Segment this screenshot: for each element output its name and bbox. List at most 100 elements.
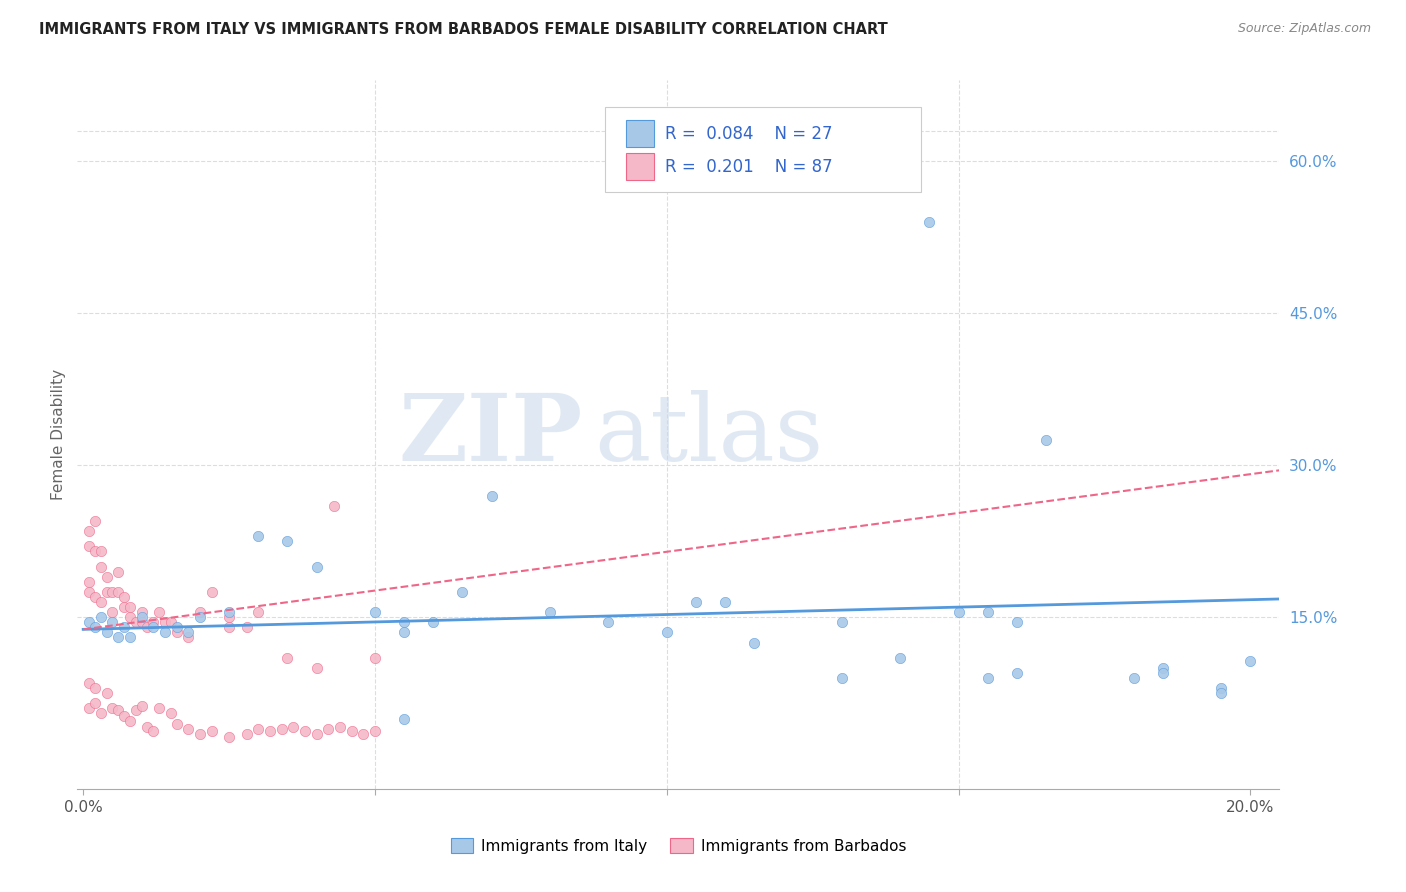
Point — [83, 590, 105, 604]
Point — [235, 727, 257, 741]
Point — [218, 605, 240, 619]
Point — [148, 701, 170, 715]
Point — [481, 489, 503, 503]
Point — [112, 590, 135, 604]
Point — [90, 595, 112, 609]
Point — [96, 686, 118, 700]
Point — [101, 701, 124, 715]
Point — [107, 703, 129, 717]
Point — [1239, 654, 1261, 668]
Point — [131, 610, 153, 624]
Point — [392, 615, 415, 630]
Point — [352, 727, 374, 741]
Point — [153, 615, 176, 630]
Point — [166, 620, 188, 634]
Point — [118, 714, 141, 728]
Point — [200, 723, 222, 738]
Point — [77, 615, 100, 630]
Point — [276, 650, 298, 665]
Point — [90, 544, 112, 558]
Point — [270, 722, 292, 736]
Point — [177, 625, 200, 640]
Point — [283, 720, 305, 734]
Point — [200, 585, 222, 599]
Text: R =  0.084    N = 27: R = 0.084 N = 27 — [665, 125, 832, 143]
Point — [364, 723, 387, 738]
Point — [1152, 665, 1174, 680]
Point — [294, 723, 316, 738]
Point — [166, 625, 188, 640]
Point — [392, 625, 415, 640]
Point — [1209, 681, 1232, 695]
Point — [107, 565, 129, 579]
Point — [112, 709, 135, 723]
Point — [247, 605, 270, 619]
Point — [101, 585, 124, 599]
Point — [305, 661, 328, 675]
Point — [125, 703, 148, 717]
Point — [90, 559, 112, 574]
Point — [918, 215, 941, 229]
Point — [118, 610, 141, 624]
Point — [364, 650, 387, 665]
Point — [276, 534, 298, 549]
Point — [538, 605, 561, 619]
Point — [131, 699, 153, 714]
Point — [1152, 661, 1174, 675]
Point — [655, 625, 678, 640]
Point — [976, 605, 998, 619]
Point — [118, 600, 141, 615]
Point — [136, 620, 159, 634]
Point — [166, 716, 188, 731]
Point — [96, 585, 118, 599]
Point — [177, 722, 200, 736]
Point — [96, 625, 118, 640]
Point — [422, 615, 444, 630]
Point — [316, 722, 339, 736]
Point — [1209, 686, 1232, 700]
Point — [83, 620, 105, 634]
Point — [83, 514, 105, 528]
Point — [142, 620, 165, 634]
Point — [125, 615, 148, 630]
Point — [107, 631, 129, 645]
Point — [259, 723, 281, 738]
Legend: Immigrants from Italy, Immigrants from Barbados: Immigrants from Italy, Immigrants from B… — [444, 831, 912, 860]
Text: atlas: atlas — [595, 390, 824, 480]
Point — [188, 727, 211, 741]
Point — [131, 605, 153, 619]
Point — [305, 727, 328, 741]
Point — [976, 671, 998, 685]
Point — [96, 570, 118, 584]
Point — [142, 615, 165, 630]
Point — [131, 615, 153, 630]
Point — [714, 595, 737, 609]
Point — [142, 723, 165, 738]
Point — [77, 676, 100, 690]
Text: ZIP: ZIP — [398, 390, 582, 480]
Point — [305, 559, 328, 574]
Point — [83, 544, 105, 558]
Point — [831, 615, 853, 630]
Point — [77, 585, 100, 599]
Point — [218, 730, 240, 744]
Point — [77, 539, 100, 553]
Point — [136, 720, 159, 734]
Point — [364, 605, 387, 619]
Y-axis label: Female Disability: Female Disability — [51, 369, 66, 500]
Point — [112, 600, 135, 615]
Point — [118, 631, 141, 645]
Point — [101, 605, 124, 619]
Point — [451, 585, 474, 599]
Text: Source: ZipAtlas.com: Source: ZipAtlas.com — [1237, 22, 1371, 36]
Point — [1005, 665, 1028, 680]
Point — [247, 722, 270, 736]
Point — [1035, 433, 1057, 447]
Point — [77, 701, 100, 715]
Point — [1122, 671, 1144, 685]
Point — [112, 620, 135, 634]
Point — [177, 631, 200, 645]
Point — [235, 620, 257, 634]
Point — [159, 615, 181, 630]
Point — [218, 620, 240, 634]
